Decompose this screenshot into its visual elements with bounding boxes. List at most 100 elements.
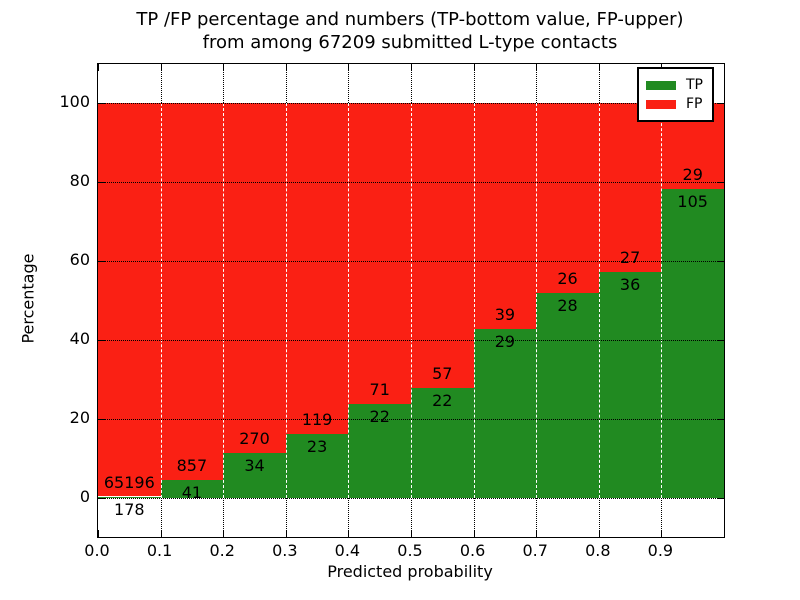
fp-color-swatch — [646, 99, 676, 109]
x-tick-label: 0.1 — [146, 541, 173, 560]
legend: TP FP — [637, 67, 714, 122]
y-tick-mark — [98, 418, 105, 420]
horizontal-gridline — [98, 261, 724, 263]
bar-fp-segment — [473, 103, 537, 330]
bar-fp-segment — [536, 103, 599, 294]
bar-tp-segment — [160, 479, 224, 498]
bar-fp-segment — [285, 103, 349, 434]
bar-separator-line — [661, 103, 663, 498]
tp-count-label: 178 — [114, 499, 145, 519]
bar-separator-line — [348, 103, 350, 498]
x-tick-mark-top — [536, 64, 538, 71]
tp-count-label: 22 — [432, 390, 453, 410]
y-tick-mark-right — [717, 182, 724, 184]
fp-count-label: 27 — [619, 248, 641, 268]
horizontal-gridline — [98, 339, 724, 341]
plot-area: TP FP 65196 178 857 41 270 34 119 23 71 22 57 22 39 2… — [97, 63, 725, 538]
chart-title-line1: TP /FP percentage and numbers (TP-bottom… — [136, 9, 684, 30]
tp-count-label: 29 — [494, 332, 516, 352]
x-tick-label: 0.3 — [272, 541, 298, 560]
bar-separator-line — [223, 103, 225, 498]
horizontal-gridline — [98, 182, 724, 184]
x-tick-mark-top — [160, 64, 162, 71]
y-tick-mark — [98, 182, 105, 184]
y-tick-mark — [98, 103, 105, 105]
chart-title: TP /FP percentage and numbers (TP-bottom… — [97, 8, 723, 54]
tp-count-label: 23 — [306, 436, 328, 456]
bar-tp-segment — [348, 404, 411, 498]
bar-tp-segment — [536, 293, 599, 498]
x-tick-label: 0.2 — [209, 541, 235, 560]
x-tick-label: 0.9 — [647, 541, 674, 560]
y-tick-mark-right — [717, 261, 724, 263]
horizontal-gridline — [98, 497, 724, 499]
legend-item-fp: FP — [646, 96, 703, 112]
bar-tp-segment — [98, 496, 161, 498]
y-tick-mark-right — [717, 497, 724, 499]
x-tick-mark — [285, 530, 287, 537]
y-tick-mark — [98, 497, 105, 499]
bar-tp-segment — [661, 188, 724, 498]
bar-fp-segment — [411, 103, 474, 388]
tp-color-swatch — [646, 80, 676, 90]
x-tick-label: 0.8 — [585, 541, 611, 560]
bar-fp-segment — [160, 103, 224, 480]
x-tick-label: 0.5 — [397, 541, 423, 560]
x-tick-mark — [473, 530, 475, 537]
x-tick-mark — [223, 530, 225, 537]
chart-title-line2: from among 67209 submitted L-type contac… — [202, 32, 618, 53]
bar-separator-line — [473, 103, 475, 498]
tp-count-label: 41 — [181, 482, 203, 502]
bar-tp-segment — [598, 272, 662, 498]
bar-separator-line — [411, 103, 412, 498]
y-tick-mark — [98, 261, 105, 263]
y-tick-mark — [98, 339, 105, 341]
x-tick-mark-top — [411, 64, 412, 71]
legend-label-tp: TP — [686, 77, 703, 93]
x-tick-mark-top — [348, 64, 350, 71]
y-tick-mark-right — [717, 339, 724, 341]
y-tick-mark-right — [717, 418, 724, 420]
fp-count-label: 857 — [176, 455, 208, 475]
legend-item-tp: TP — [646, 77, 703, 93]
x-tick-mark — [536, 530, 538, 537]
y-tick-label: 40 — [69, 328, 90, 348]
fp-count-label: 29 — [682, 164, 703, 184]
bar-tp-segment — [473, 329, 537, 498]
x-tick-label: 0.4 — [334, 541, 361, 560]
x-tick-mark — [411, 530, 412, 537]
bar-separator-line — [285, 103, 287, 498]
x-tick-mark — [661, 530, 663, 537]
x-tick-mark — [598, 530, 600, 537]
x-tick-mark-top — [598, 64, 600, 71]
fp-count-label: 57 — [432, 363, 453, 383]
x-tick-mark-top — [473, 64, 475, 71]
bar-separator-line — [160, 103, 162, 498]
bar-separator-line — [536, 103, 538, 498]
tp-count-label: 34 — [244, 456, 265, 476]
bar-tp-segment — [285, 433, 349, 498]
fp-count-label: 119 — [301, 409, 333, 429]
x-tick-mark — [160, 530, 162, 537]
legend-label-fp: FP — [686, 96, 703, 112]
y-tick-label: 100 — [59, 92, 90, 112]
x-tick-label: 0.0 — [84, 541, 110, 560]
y-axis-label: Percentage — [18, 253, 38, 344]
y-tick-label: 60 — [69, 250, 90, 270]
x-tick-mark — [348, 530, 350, 537]
horizontal-gridline — [98, 103, 724, 105]
x-tick-label: 0.7 — [522, 541, 548, 560]
horizontal-gridline — [98, 418, 724, 420]
y-tick-mark-right — [717, 103, 724, 105]
bar-fp-segment — [223, 103, 286, 454]
fp-count-label: 270 — [239, 429, 270, 449]
x-tick-label: 0.6 — [459, 541, 486, 560]
tp-count-label: 105 — [677, 191, 708, 211]
bar-fp-segment — [348, 103, 411, 405]
bar-separator-line — [598, 103, 600, 498]
tp-count-label: 22 — [369, 407, 390, 427]
x-tick-mark-top — [98, 64, 99, 71]
y-tick-label: 80 — [69, 171, 90, 191]
y-tick-label: 0 — [79, 486, 90, 506]
bar-tp-segment — [411, 387, 474, 498]
